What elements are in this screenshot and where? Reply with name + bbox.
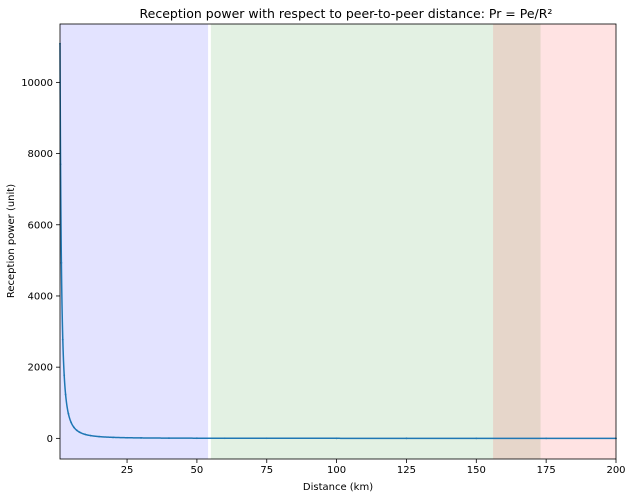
x-tick-label: 200	[606, 465, 625, 476]
x-tick-label: 125	[397, 465, 416, 476]
data-point	[70, 421, 73, 424]
y-tick-label: 0	[47, 434, 53, 445]
y-tick-label: 8000	[28, 149, 53, 160]
x-tick-label: 100	[327, 465, 346, 476]
data-point	[335, 437, 338, 440]
data-point	[60, 262, 63, 264]
data-point	[475, 437, 478, 440]
data-point	[140, 437, 142, 439]
chart-title: Reception power with respect to peer-to-…	[140, 6, 553, 21]
data-point	[64, 393, 67, 396]
x-tick-label: 75	[260, 465, 273, 476]
x-tick-label: 25	[121, 465, 134, 476]
shaded-band-2	[210, 24, 541, 459]
data-point	[61, 338, 64, 341]
data-point	[196, 437, 198, 440]
x-axis-ticks: 25 50 75 100 125 150 175 200	[121, 459, 626, 476]
data-point	[63, 374, 66, 377]
y-tick-label: 2000	[28, 363, 53, 374]
shaded-band-1	[60, 24, 209, 459]
data-point	[168, 437, 170, 440]
data-point	[75, 429, 78, 432]
data-point	[126, 436, 128, 439]
series-line	[59, 42, 617, 440]
data-point	[223, 437, 226, 440]
data-point	[78, 431, 81, 434]
data-point	[67, 412, 70, 415]
series-curve	[59, 43, 616, 440]
data-point	[112, 436, 114, 439]
y-axis-label: Reception power (unit)	[6, 184, 17, 298]
data-point	[98, 435, 101, 438]
data-point	[84, 433, 87, 436]
y-tick-label: 4000	[28, 291, 53, 302]
axes	[59, 23, 617, 460]
y-tick-label: 6000	[28, 220, 53, 231]
data-point	[405, 437, 408, 440]
x-axis-label: Distance (km)	[303, 482, 373, 493]
data-point	[265, 437, 268, 440]
y-axis-ticks: 0 2000 4000 6000 8000 10000	[21, 78, 60, 445]
shaded-bands	[60, 24, 616, 459]
data-point	[73, 426, 75, 429]
shaded-band-3	[493, 24, 616, 459]
x-tick-label: 150	[467, 465, 486, 476]
plot-frame	[59, 23, 617, 460]
data-point	[89, 434, 92, 437]
x-tick-label: 50	[191, 465, 204, 476]
data-point	[545, 437, 548, 440]
y-tick-label: 10000	[21, 78, 53, 89]
x-tick-label: 175	[537, 465, 556, 476]
